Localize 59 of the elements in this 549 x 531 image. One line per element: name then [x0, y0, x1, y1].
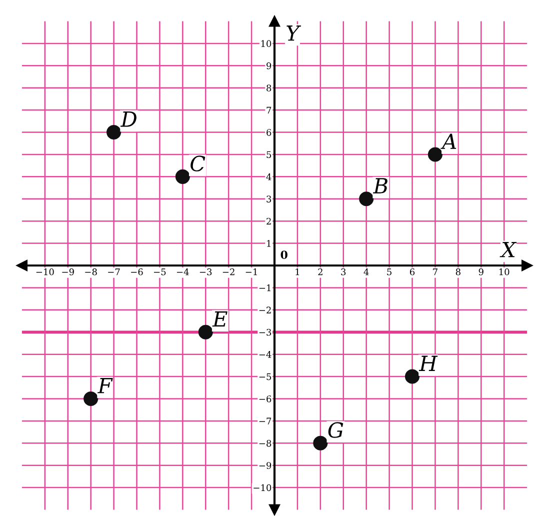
annotation: A: [440, 134, 456, 149]
x-tick-label: 2: [318, 268, 322, 276]
annotation: B: [372, 178, 388, 194]
point: [175, 169, 190, 184]
y-tick-label: −9: [259, 462, 272, 469]
x-tick-label: 7: [433, 268, 438, 276]
x-tick-label: 9: [478, 268, 484, 276]
x-tick-label: −8: [85, 268, 97, 276]
y-tick-label: −2: [259, 306, 271, 314]
y-tick-label: 1: [267, 240, 270, 247]
x-tick-label: −2: [222, 268, 234, 276]
point: [404, 369, 420, 384]
point: [359, 192, 374, 206]
x-tick-label: 1: [296, 268, 300, 276]
point: [198, 324, 213, 340]
y-tick-label: −6: [259, 395, 272, 402]
y-tick-label: −1: [259, 284, 270, 292]
y-tick-label: 3: [266, 196, 272, 202]
point: [313, 436, 328, 450]
annotation: 0: [280, 250, 288, 259]
y-tick-label: 4: [266, 173, 272, 180]
y-tick-label: 10: [261, 40, 272, 48]
x-tick-label: −3: [200, 268, 212, 276]
x-tick-label: 4: [364, 268, 369, 276]
annotation: F: [97, 378, 113, 394]
point: [84, 391, 98, 406]
y-tick-label: 9: [266, 62, 272, 70]
x-axis-title: X: [500, 242, 517, 258]
annotation: C: [190, 156, 206, 172]
y-tick-label: 6: [266, 128, 272, 136]
x-tick-label: −10: [36, 268, 54, 276]
annotation: H: [418, 356, 438, 371]
x-tick-label: 5: [387, 268, 392, 276]
x-tick-label: −1: [246, 268, 257, 276]
y-tick-label: 2: [266, 218, 271, 225]
y-axis-title: Y: [286, 25, 302, 41]
y-tick-label: 8: [266, 84, 272, 92]
x-tick-label: 10: [499, 268, 510, 276]
y-tick-label: −4: [259, 351, 272, 358]
x-tick-label: −7: [108, 268, 120, 276]
x-tick-label: −9: [62, 268, 74, 276]
y-tick-label: 5: [266, 151, 272, 158]
y-tick-label: 7: [266, 106, 272, 114]
y-tick-label: −3: [259, 328, 272, 336]
annotation: E: [212, 311, 228, 327]
x-tick-label: −5: [154, 268, 166, 276]
y-tick-label: −7: [259, 418, 272, 424]
x-tick-label: 6: [410, 268, 415, 276]
x-tick-label: 3: [341, 268, 346, 276]
annotation: D: [120, 112, 136, 127]
x-tick-label: 8: [456, 268, 460, 276]
y-tick-label: −5: [259, 373, 272, 380]
x-tick-label: −6: [131, 268, 143, 276]
y-tick-label: −8: [259, 440, 272, 447]
point: [106, 124, 122, 140]
point: [428, 147, 442, 162]
x-tick-label: −4: [176, 268, 189, 276]
annotation: G: [328, 422, 344, 438]
y-tick-label: −10: [254, 484, 272, 492]
